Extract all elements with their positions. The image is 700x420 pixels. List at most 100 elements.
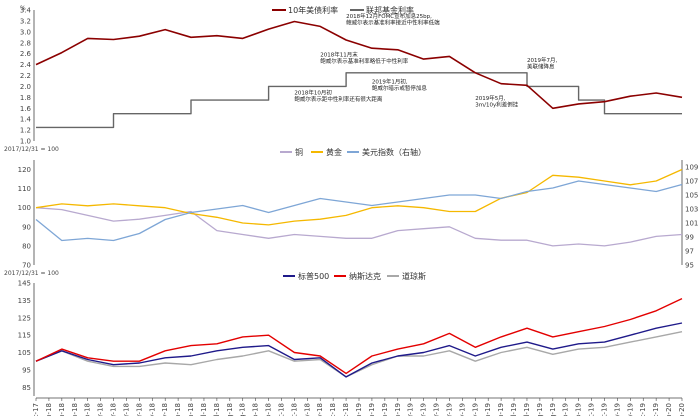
dollar-right-tick-label: 109	[685, 164, 698, 172]
series-line-nasdaq	[35, 297, 683, 375]
equity-y-tick-label: 115	[18, 332, 31, 340]
rates-panel: % 10年美债利率 联邦基金利率 1.0 1.2 1.4 1.6 1.8 2.0 2.2 2.…	[20, 5, 683, 146]
dollar-right-axis: 95 97 99 101 103 105 107 109	[681, 160, 698, 270]
dollar-right-tick-label: 103	[685, 206, 698, 214]
x-tick-label: Oct-18	[278, 403, 286, 416]
annotation-4-line-0: 2019年7月,	[527, 56, 557, 64]
x-tick-label: Sep-18	[252, 403, 260, 416]
date-x-axis: Dec-17 Jan-18 Jan-18 Feb-18 Feb-18 Mar-18 Mar-…	[32, 397, 686, 420]
x-tick-label: Aug-18	[226, 403, 234, 416]
x-tick-label: Jun-18	[174, 403, 182, 416]
x-tick-label: Mar-18	[97, 403, 105, 416]
rates-y-tick-label: 2.2	[20, 72, 31, 80]
commodities-left-tick-label: 120	[18, 166, 31, 174]
rates-y-tick-label: 2.8	[20, 39, 31, 47]
x-tick-label: Apr-19	[445, 403, 453, 416]
us10y-line	[35, 20, 683, 110]
rates-y-tick-label: 2.0	[20, 83, 31, 91]
x-tick-label: May-18	[148, 403, 156, 416]
x-tick-label: Jan-18	[58, 403, 66, 416]
series-line-sp500	[35, 322, 683, 378]
rates-y-tick-label: 1.6	[20, 105, 32, 113]
dollar-right-tick-label: 97	[685, 248, 694, 256]
annotation-5-line-1: 3m/10y利差倒挂	[475, 101, 518, 109]
x-tick-label: Jul-18	[200, 403, 208, 416]
rates-y-tick-label: 2.6	[20, 50, 32, 58]
equity-series	[35, 297, 683, 378]
x-tick-label: Sep-19	[575, 403, 583, 416]
x-tick-label: Dec-17	[32, 403, 40, 416]
rates-y-tick-label: 1.2	[20, 127, 31, 135]
rates-y-tick-label: 3.0	[20, 28, 31, 36]
x-tick-label: Oct-19	[601, 403, 609, 416]
equity-panel: 2017/12/31 = 100 标普500 纳斯达克 道琼斯 85 95 105 1…	[4, 270, 683, 396]
rates-legend: 10年美债利率 联邦基金利率	[272, 5, 414, 15]
dollar-right-tick-label: 101	[685, 220, 698, 228]
x-tick-label: Jun-19	[484, 403, 492, 416]
annotation-1-line-0: 2018年11月末	[320, 50, 358, 58]
series-line-copper	[35, 207, 683, 247]
rates-y-tick-label: 1.8	[20, 94, 31, 102]
legend-label-gold: 黄金	[326, 147, 342, 157]
series-line-dxy	[35, 180, 683, 242]
x-tick-label: May-18	[161, 403, 169, 416]
equity-y-tick-label: 145	[18, 280, 31, 288]
x-tick-label: Oct-19	[588, 403, 596, 416]
x-tick-label: Nov-18	[303, 403, 311, 416]
x-tick-label: Dec-18	[329, 403, 337, 416]
x-tick-label: Mar-18	[110, 403, 118, 416]
x-tick-label: May-19	[471, 403, 479, 416]
dollar-right-tick-label: 99	[685, 234, 694, 242]
rates-y-axis: 1.0 1.2 1.4 1.6 1.8 2.0 2.2 2.4 2.6 2.8 3.0 3.2 3.4	[20, 7, 35, 146]
x-tick-label: Dec-19	[652, 403, 660, 416]
rates-y-tick-label: 2.4	[20, 61, 32, 69]
x-tick-label: Feb-19	[394, 403, 402, 416]
x-tick-label: Aug-19	[549, 403, 557, 416]
x-tick-label: Aug-19	[536, 403, 544, 416]
x-tick-label: Jan-20	[678, 403, 686, 416]
series-line-dow	[35, 331, 683, 378]
x-tick-label: Jul-19	[523, 403, 531, 416]
x-tick-label: Sep-18	[265, 403, 273, 416]
legend-label-dow: 道琼斯	[402, 271, 426, 281]
x-tick-label: Dec-18	[342, 403, 350, 416]
rates-series	[35, 20, 683, 129]
commodities-left-tick-label: 80	[22, 242, 31, 250]
series-line-gold	[35, 168, 683, 226]
x-tick-label: Feb-18	[71, 403, 79, 416]
rates-y-tick-label: 1.4	[20, 116, 32, 124]
equity-y-tick-label: 125	[18, 314, 31, 322]
dollar-right-tick-label: 105	[685, 192, 698, 200]
x-tick-label: Mar-19	[407, 403, 415, 416]
commodities-base-label: 2017/12/31 = 100	[4, 146, 59, 153]
commodities-left-tick-label: 100	[18, 204, 31, 212]
annotation-1-line-1: 鲍威尔表示基准利率略低于中性利率	[320, 57, 409, 65]
equity-legend: 标普500 纳斯达克 道琼斯	[283, 271, 426, 281]
commodities-left-axis: 70 80 90 100 110 120	[18, 160, 35, 270]
annotation-3-line-1: 鲍威尔暗示或暂停加息	[372, 84, 428, 92]
x-tick-label: Aug-18	[239, 403, 247, 416]
annotation-0-line-1: 鲍威尔表示基准利率接近中性利率低端	[346, 19, 440, 27]
x-tick-label: Nov-19	[613, 403, 621, 416]
x-tick-label: May-19	[458, 403, 466, 416]
commodities-left-tick-label: 70	[22, 262, 31, 270]
commodities-legend: 铜 黄金 美元指数（右轴）	[280, 147, 426, 157]
rates-y-tick-label: 3.4	[20, 7, 32, 15]
x-tick-label: Apr-18	[122, 403, 130, 416]
equity-y-tick-label: 105	[18, 349, 31, 357]
x-tick-label: Jan-19	[355, 403, 363, 416]
x-tick-label: Apr-18	[135, 403, 143, 416]
x-tick-label: Apr-19	[433, 403, 441, 416]
x-tick-label: Mar-19	[420, 403, 428, 416]
commodities-left-tick-label: 110	[18, 185, 31, 193]
dollar-right-tick-label: 107	[685, 178, 698, 186]
annotation-0-line-0: 2018年12月FOMC宣布加息25bp,	[346, 12, 432, 20]
legend-label-fed: 联邦基金利率	[366, 5, 414, 15]
annotation-4-line-1: 美联储降息	[527, 62, 555, 70]
x-tick-label: Sep-19	[562, 403, 570, 416]
annotation-2-line-0: 2018年10月初	[294, 89, 332, 97]
x-tick-label: Nov-19	[626, 403, 634, 416]
dollar-right-tick-label: 95	[685, 262, 694, 270]
